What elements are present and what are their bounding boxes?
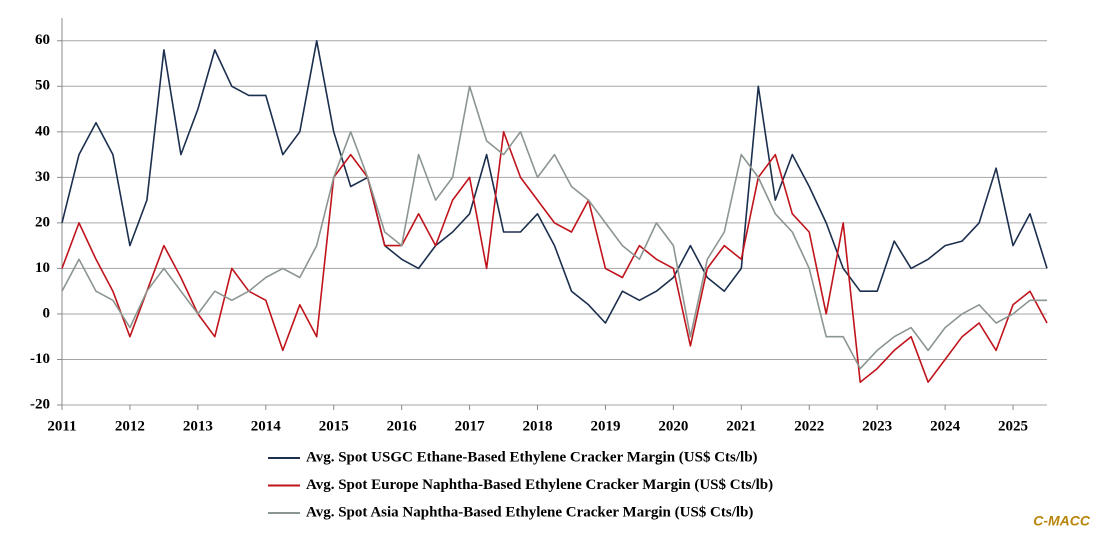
x-tick-label: 2015: [319, 418, 349, 434]
series-line: [61, 40, 1048, 324]
x-tick-label: 2012: [115, 418, 145, 434]
y-tick-label: 20: [35, 214, 50, 230]
x-tick-label: 2011: [47, 418, 76, 434]
y-tick-label: 10: [35, 260, 50, 276]
legend-label: Avg. Spot USGC Ethane-Based Ethylene Cra…: [306, 449, 758, 465]
x-tick-label: 2018: [523, 418, 553, 434]
x-tick-label: 2019: [590, 418, 620, 434]
x-tick-label: 2013: [183, 418, 213, 434]
y-tick-label: 30: [35, 169, 50, 185]
x-tick-label: 2023: [862, 418, 892, 434]
x-tick-label: 2016: [387, 418, 418, 434]
x-tick-label: 2024: [930, 418, 961, 434]
x-tick-label: 2014: [251, 418, 282, 434]
y-tick-label: -10: [30, 351, 50, 367]
x-tick-label: 2021: [726, 418, 756, 434]
legend-label: Avg. Spot Europe Naphtha-Based Ethylene …: [306, 477, 773, 493]
x-tick-label: 2025: [998, 418, 1028, 434]
y-tick-label: -20: [30, 396, 50, 412]
y-tick-label: 40: [35, 123, 50, 139]
x-tick-label: 2022: [794, 418, 824, 434]
legend-label: Avg. Spot Asia Naphtha-Based Ethylene Cr…: [306, 504, 753, 520]
x-tick-label: 2020: [658, 418, 688, 434]
source-label: C-MACC: [1033, 513, 1091, 529]
series-line: [61, 85, 1047, 370]
y-tick-label: 50: [35, 78, 50, 94]
x-tick-label: 2017: [455, 418, 486, 434]
series-line: [61, 131, 1048, 383]
y-tick-label: 60: [35, 32, 50, 48]
y-tick-label: 0: [43, 305, 51, 321]
